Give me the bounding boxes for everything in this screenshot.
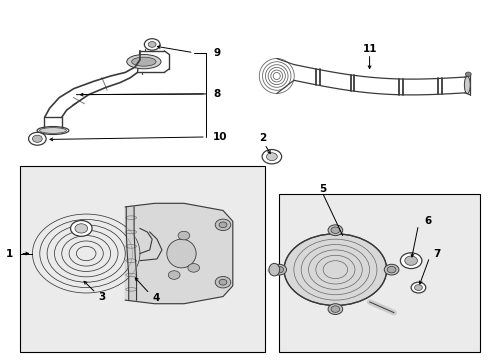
Circle shape — [405, 256, 417, 265]
Ellipse shape — [331, 306, 340, 312]
Circle shape — [188, 264, 199, 272]
Circle shape — [415, 285, 422, 291]
Text: 7: 7 — [433, 248, 441, 258]
Ellipse shape — [465, 76, 470, 94]
Text: 2: 2 — [259, 133, 266, 143]
Polygon shape — [125, 203, 233, 304]
Text: 4: 4 — [152, 293, 160, 303]
Ellipse shape — [384, 264, 399, 275]
Ellipse shape — [331, 227, 340, 233]
Circle shape — [219, 222, 227, 228]
Circle shape — [262, 149, 282, 164]
Ellipse shape — [284, 234, 387, 306]
Text: 3: 3 — [98, 292, 106, 302]
Ellipse shape — [127, 54, 161, 69]
Circle shape — [267, 153, 277, 161]
Ellipse shape — [275, 266, 284, 273]
Ellipse shape — [387, 266, 396, 273]
Circle shape — [400, 253, 422, 269]
Circle shape — [168, 271, 180, 279]
Text: 6: 6 — [424, 216, 432, 226]
Circle shape — [145, 39, 160, 50]
Circle shape — [178, 231, 190, 240]
Bar — [279, 194, 480, 352]
Text: 9: 9 — [213, 48, 220, 58]
Ellipse shape — [132, 57, 156, 66]
Text: 11: 11 — [362, 44, 377, 54]
Text: 10: 10 — [213, 132, 228, 142]
Bar — [20, 166, 265, 352]
Circle shape — [215, 219, 231, 230]
Ellipse shape — [40, 128, 67, 134]
Ellipse shape — [328, 225, 343, 235]
Circle shape — [466, 72, 471, 76]
Text: 8: 8 — [213, 89, 220, 99]
Ellipse shape — [272, 264, 287, 275]
Ellipse shape — [269, 264, 280, 276]
Circle shape — [71, 221, 92, 236]
Circle shape — [28, 132, 46, 145]
Circle shape — [148, 41, 156, 47]
Ellipse shape — [167, 239, 196, 268]
Text: 1: 1 — [6, 248, 13, 258]
Circle shape — [32, 135, 42, 142]
Text: 5: 5 — [319, 184, 327, 194]
Ellipse shape — [328, 304, 343, 315]
Circle shape — [75, 224, 88, 233]
Circle shape — [411, 282, 426, 293]
Circle shape — [215, 276, 231, 288]
Circle shape — [219, 279, 227, 285]
